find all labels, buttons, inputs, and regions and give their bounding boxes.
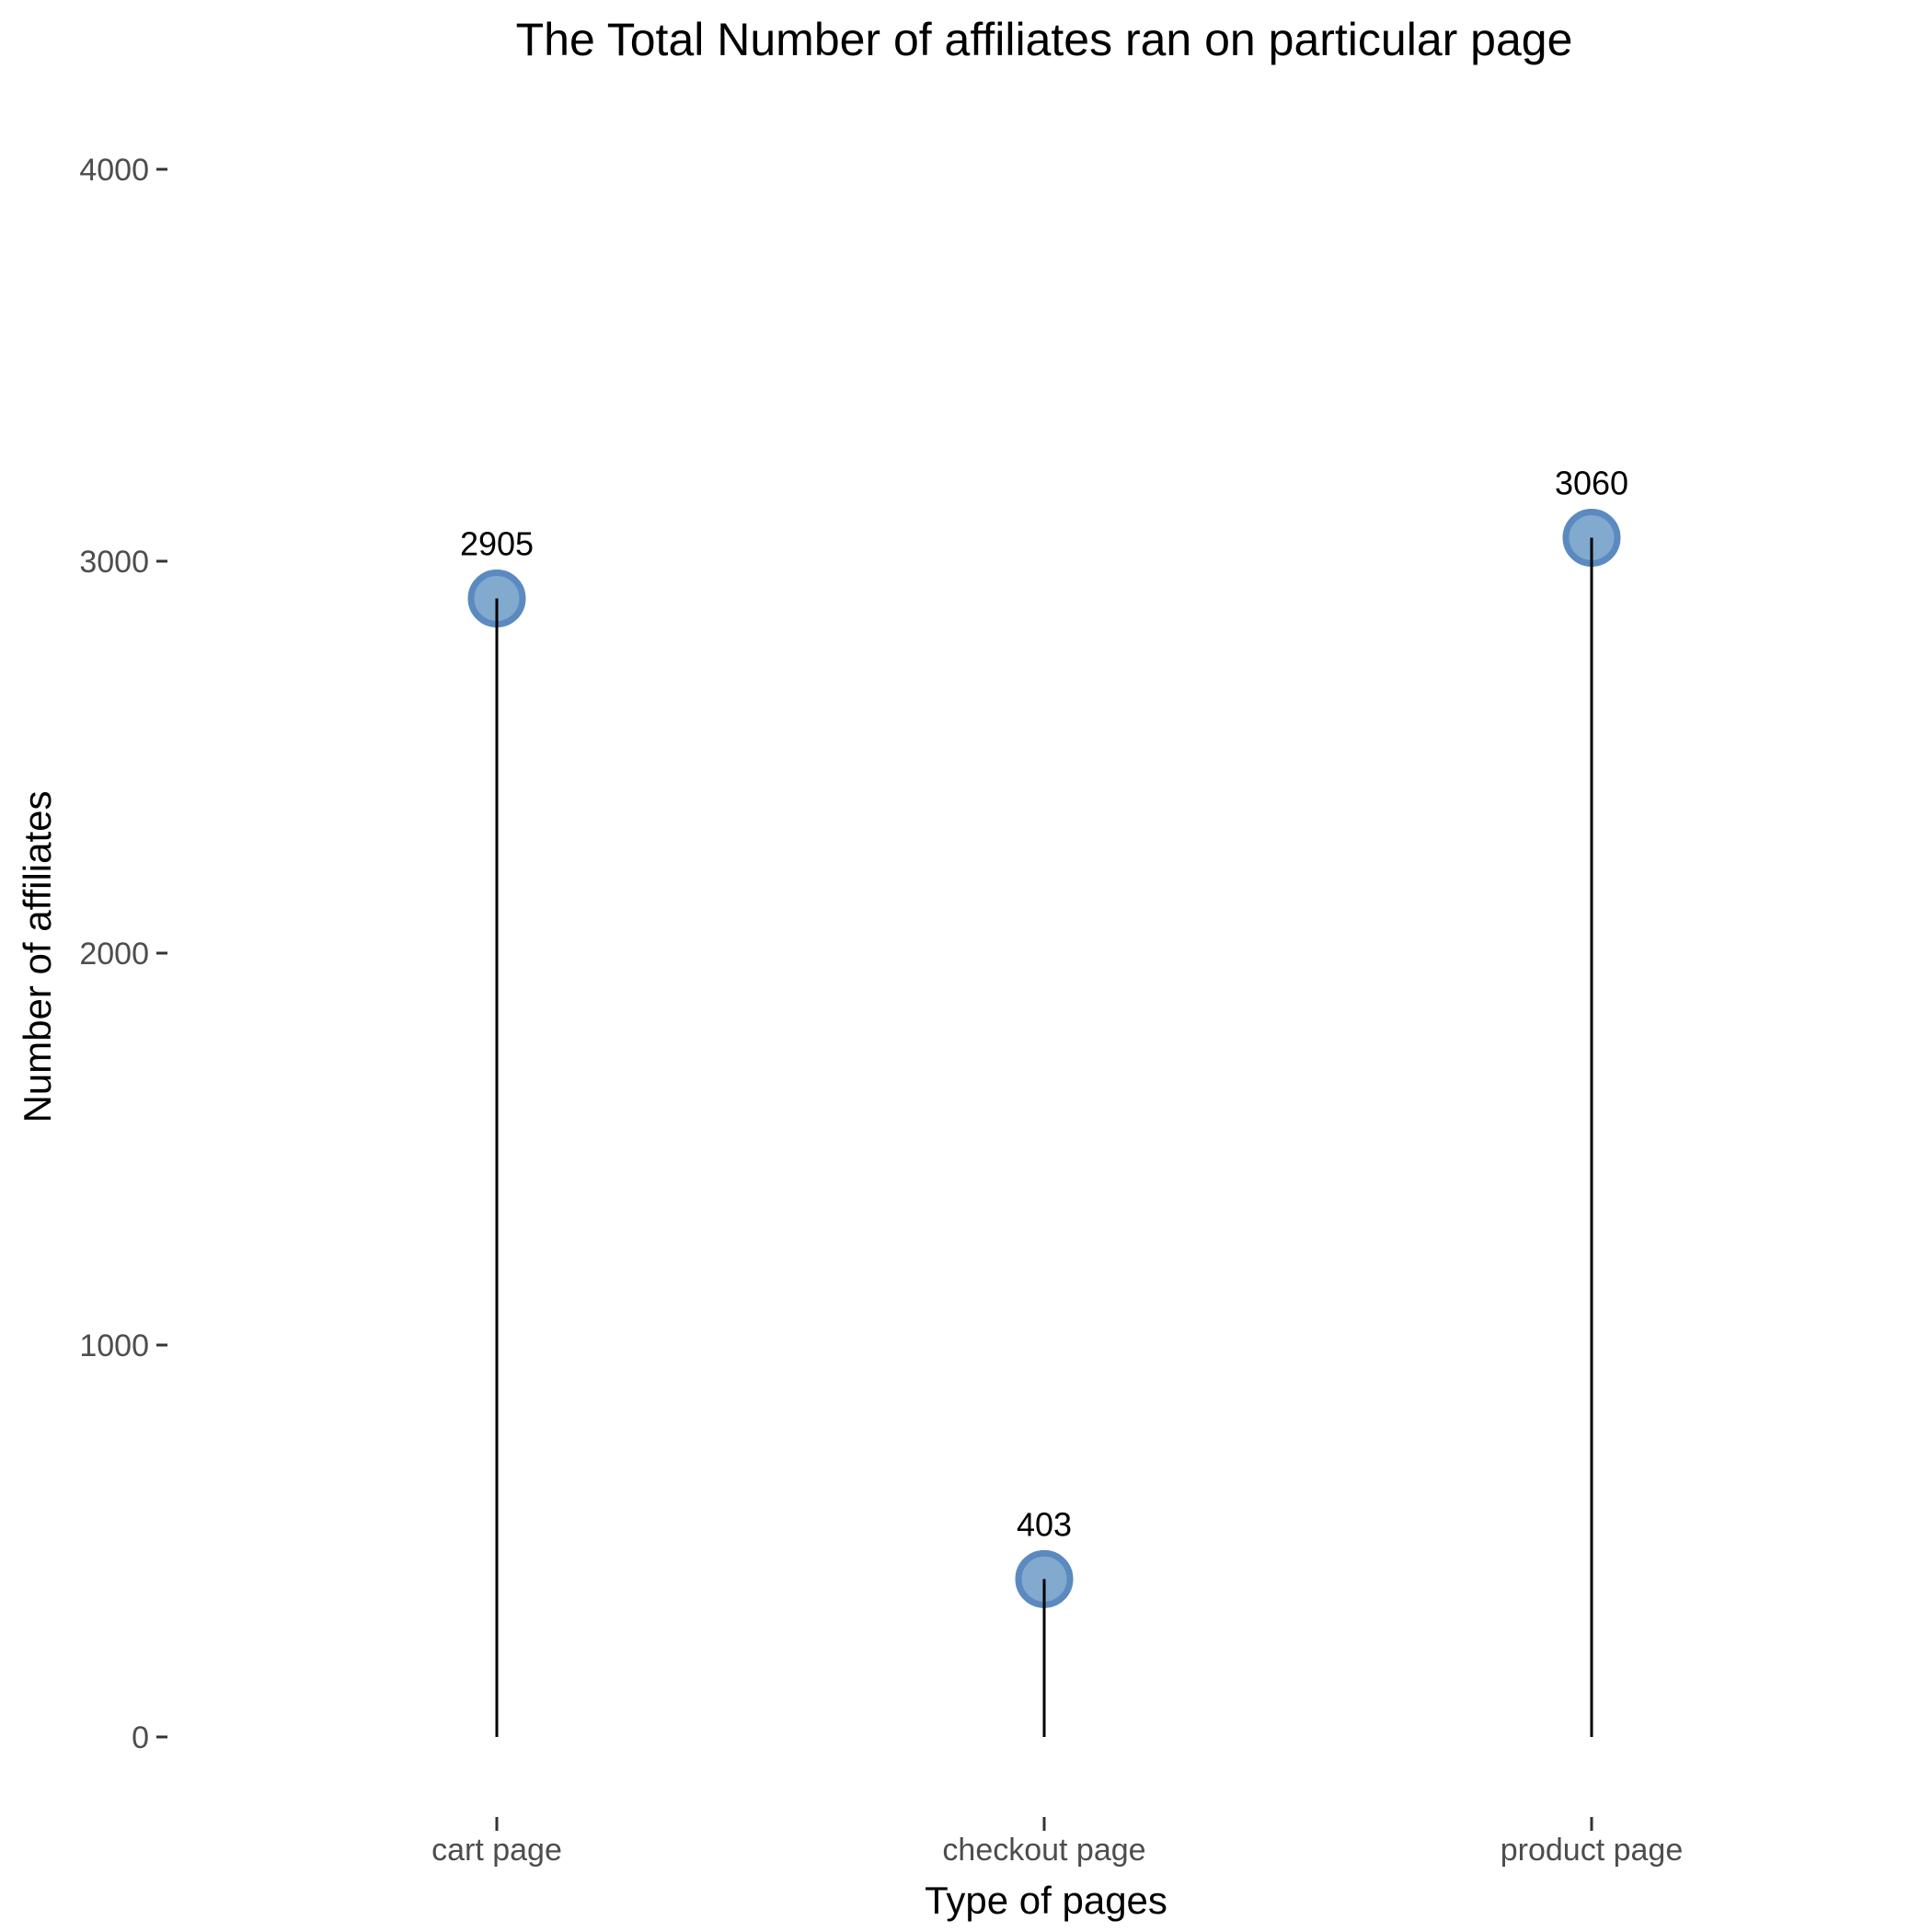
- x-axis-title: Type of pages: [925, 1879, 1167, 1922]
- x-tick-label: cart page: [431, 1833, 562, 1868]
- y-axis: 0 1000 2000 3000 4000: [79, 153, 167, 1755]
- chart-title: The Total Number of affiliates ran on pa…: [516, 14, 1573, 65]
- y-tick-label: 0: [132, 1720, 149, 1755]
- lollipop-product-page: 3060: [1555, 464, 1628, 1737]
- data-label: 403: [1017, 1505, 1072, 1543]
- data-label: 3060: [1555, 464, 1628, 501]
- plot-area: 2905 403 3060: [460, 464, 1628, 1737]
- y-tick-label: 2000: [79, 937, 149, 972]
- lollipop-cart-page: 2905: [460, 524, 534, 1737]
- lollipop-checkout-page: 403: [1015, 1505, 1074, 1737]
- data-label: 2905: [460, 524, 534, 562]
- y-tick-label: 4000: [79, 153, 149, 188]
- y-axis-title: Number of affiliates: [16, 790, 59, 1122]
- x-axis: cart page checkout page product page: [431, 1817, 1683, 1868]
- y-tick-label: 3000: [79, 545, 149, 580]
- x-tick-label: checkout page: [942, 1833, 1145, 1868]
- x-tick-label: product page: [1501, 1833, 1684, 1868]
- y-tick-label: 1000: [79, 1328, 149, 1363]
